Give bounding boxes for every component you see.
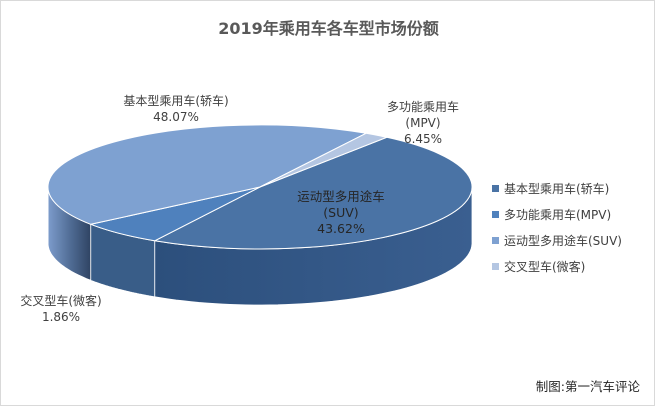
legend-item-mpv: 多功能乘用车(MPV) [492,201,622,227]
legend-label-sedan: 基本型乘用车(轿车) [504,181,610,196]
legend: 基本型乘用车(轿车) 多功能乘用车(MPV) 运动型多用途车(SUV) 交叉型车… [492,175,622,279]
label-mpv: 多功能乘用车 (MPV) 6.45% [373,99,473,147]
label-sedan-value: 48.07% [153,110,199,124]
label-crossover-name: 交叉型车(微客) [20,294,102,308]
slice-crossover [259,132,389,188]
label-mpv-name: 多功能乘用车 [386,100,459,114]
chart-source: 制图:第一汽车评论 [535,379,640,394]
label-suv-unit: (SUV) [323,205,359,220]
label-mpv-unit: (MPV) [405,116,441,130]
label-suv: 运动型多用途车 (SUV) 43.62% [266,189,416,237]
legend-swatch-mpv [492,210,499,218]
legend-label-crossover: 交叉型车(微客) [504,259,586,274]
legend-item-suv: 运动型多用途车(SUV) [492,227,622,253]
legend-swatch-suv [492,236,499,244]
label-suv-value: 43.62% [317,221,365,236]
legend-label-mpv: 多功能乘用车(MPV) [504,207,612,222]
label-sedan: 基本型乘用车(轿车) 48.07% [101,93,251,125]
label-crossover-value: 1.86% [41,310,81,324]
slice-suv [47,124,368,225]
legend-item-crossover: 交叉型车(微客) [492,253,622,279]
legend-label-suv: 运动型多用途车(SUV) [504,233,622,248]
legend-swatch-crossover [492,262,499,270]
label-mpv-value: 6.45% [403,132,443,146]
label-suv-name: 运动型多用途车 [297,189,385,204]
label-sedan-name: 基本型乘用车(轿车) [123,94,229,108]
chart-title: 2019年乘用车各车型市场份额 [218,19,439,38]
slice-sedan [153,136,473,250]
label-crossover: 交叉型车(微客) 1.86% [11,293,111,325]
legend-item-sedan: 基本型乘用车(轿车) [492,175,622,201]
legend-swatch-sedan [492,184,499,192]
